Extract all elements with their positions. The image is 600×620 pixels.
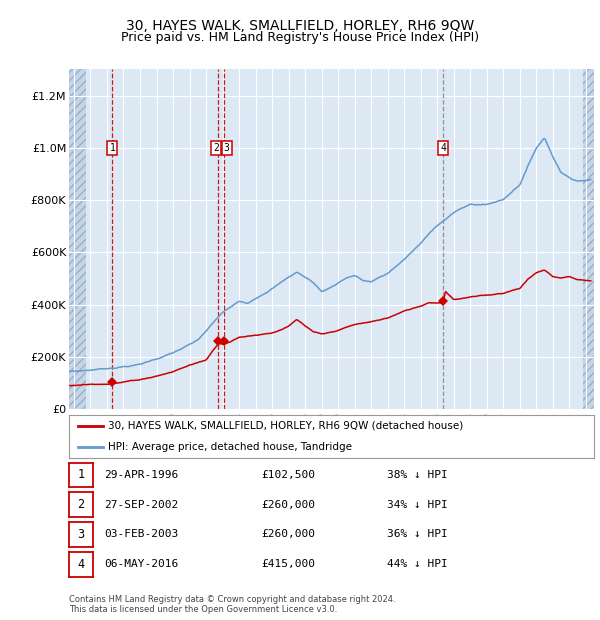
Text: 27-SEP-2002: 27-SEP-2002	[104, 500, 178, 510]
Text: 38% ↓ HPI: 38% ↓ HPI	[387, 470, 448, 480]
Text: £415,000: £415,000	[261, 559, 315, 569]
Text: 30, HAYES WALK, SMALLFIELD, HORLEY, RH6 9QW: 30, HAYES WALK, SMALLFIELD, HORLEY, RH6 …	[126, 19, 474, 33]
Text: 06-MAY-2016: 06-MAY-2016	[104, 559, 178, 569]
Text: 36% ↓ HPI: 36% ↓ HPI	[387, 529, 448, 539]
Bar	[69, 69, 86, 409]
Text: 3: 3	[77, 528, 85, 541]
Text: 4: 4	[77, 558, 85, 570]
Text: 1: 1	[109, 143, 115, 153]
Text: £102,500: £102,500	[261, 470, 315, 480]
Text: 2: 2	[213, 143, 219, 153]
Text: 03-FEB-2003: 03-FEB-2003	[104, 529, 178, 539]
Text: £260,000: £260,000	[261, 529, 315, 539]
Text: 4: 4	[440, 143, 446, 153]
Text: 30, HAYES WALK, SMALLFIELD, HORLEY, RH6 9QW (detached house): 30, HAYES WALK, SMALLFIELD, HORLEY, RH6 …	[109, 421, 464, 431]
Text: This data is licensed under the Open Government Licence v3.0.: This data is licensed under the Open Gov…	[69, 604, 337, 614]
Text: HPI: Average price, detached house, Tandridge: HPI: Average price, detached house, Tand…	[109, 442, 352, 452]
Text: 2: 2	[77, 498, 85, 511]
Text: £260,000: £260,000	[261, 500, 315, 510]
Text: 1: 1	[77, 469, 85, 481]
Text: Price paid vs. HM Land Registry's House Price Index (HPI): Price paid vs. HM Land Registry's House …	[121, 31, 479, 44]
Text: Contains HM Land Registry data © Crown copyright and database right 2024.: Contains HM Land Registry data © Crown c…	[69, 595, 395, 604]
Bar	[583, 69, 594, 409]
Text: 29-APR-1996: 29-APR-1996	[104, 470, 178, 480]
Text: 3: 3	[224, 143, 230, 153]
Text: 44% ↓ HPI: 44% ↓ HPI	[387, 559, 448, 569]
Text: 34% ↓ HPI: 34% ↓ HPI	[387, 500, 448, 510]
